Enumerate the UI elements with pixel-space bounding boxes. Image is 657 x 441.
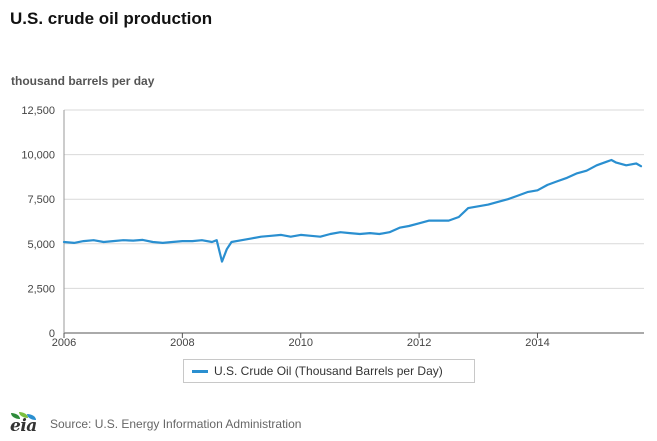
data-point[interactable]	[269, 233, 274, 238]
eia-logo: eia	[8, 412, 42, 436]
data-point[interactable]	[121, 238, 126, 243]
data-point[interactable]	[338, 230, 343, 235]
data-point[interactable]	[150, 240, 155, 245]
y-tick-label: 10,000	[21, 150, 55, 162]
y-tick-label: 0	[49, 328, 55, 340]
data-point[interactable]	[505, 197, 510, 202]
y-axis-label: thousand barrels per day	[11, 74, 155, 88]
data-point[interactable]	[456, 215, 461, 220]
data-point[interactable]	[407, 223, 412, 228]
y-tick-labels: 0 2,500 5,000 7,500 10,000 12,500	[21, 105, 55, 340]
data-point[interactable]	[209, 240, 214, 245]
logo-leaf-icon	[19, 412, 28, 418]
data-point[interactable]	[515, 193, 520, 198]
data-point[interactable]	[111, 239, 116, 244]
data-point[interactable]	[131, 238, 136, 243]
data-point[interactable]	[140, 237, 145, 242]
data-point[interactable]	[180, 239, 185, 244]
data-point[interactable]	[101, 240, 106, 245]
data-point[interactable]	[220, 259, 225, 264]
data-point[interactable]	[199, 238, 204, 243]
x-tick-labels: 2006 2008 2010 2012 2014	[52, 337, 550, 349]
data-point[interactable]	[229, 240, 234, 245]
data-point[interactable]	[367, 231, 372, 236]
x-tick-label: 2012	[407, 337, 431, 349]
data-point[interactable]	[476, 204, 481, 209]
data-point[interactable]	[535, 188, 540, 193]
chart-title: U.S. crude oil production	[10, 9, 213, 28]
data-point[interactable]	[604, 159, 609, 164]
x-tick-label: 2010	[288, 337, 312, 349]
data-point[interactable]	[259, 234, 264, 239]
x-tick-label: 2014	[525, 337, 549, 349]
data-point[interactable]	[239, 238, 244, 243]
data-point[interactable]	[288, 234, 293, 239]
data-point[interactable]	[397, 225, 402, 230]
data-point[interactable]	[466, 206, 471, 211]
legend-swatch	[192, 369, 208, 373]
data-point[interactable]	[318, 234, 323, 239]
data-point[interactable]	[436, 218, 441, 223]
data-point[interactable]	[639, 164, 644, 169]
data-point[interactable]	[584, 168, 589, 173]
data-point[interactable]	[628, 162, 633, 167]
data-point[interactable]	[555, 179, 560, 184]
data-point[interactable]	[377, 231, 382, 236]
data-point[interactable]	[249, 236, 254, 241]
data-point[interactable]	[72, 240, 77, 245]
logo-leaf-icon	[11, 413, 20, 419]
gridlines	[64, 109, 644, 289]
data-point[interactable]	[545, 182, 550, 187]
axes	[63, 110, 644, 338]
logo-leaf-icon	[27, 414, 36, 420]
data-point[interactable]	[486, 202, 491, 207]
data-point[interactable]	[575, 171, 580, 176]
data-point[interactable]	[62, 240, 67, 245]
x-tick-label: 2008	[170, 337, 194, 349]
data-point[interactable]	[417, 221, 422, 226]
data-point[interactable]	[308, 233, 313, 238]
data-point[interactable]	[81, 239, 86, 244]
footer: eia Source: U.S. Energy Information Admi…	[8, 412, 301, 436]
data-point[interactable]	[279, 232, 284, 237]
data-point[interactable]	[347, 231, 352, 236]
y-tick-label: 5,000	[27, 239, 55, 251]
data-point[interactable]	[91, 238, 96, 243]
data-point[interactable]	[446, 218, 451, 223]
data-point[interactable]	[298, 232, 303, 237]
data-point[interactable]	[594, 163, 599, 168]
x-tick-label: 2006	[52, 337, 76, 349]
y-tick-label: 7,500	[27, 194, 55, 206]
series-layer	[62, 157, 644, 264]
legend-label: U.S. Crude Oil (Thousand Barrels per Day…	[214, 364, 443, 378]
chart-legend[interactable]: U.S. Crude Oil (Thousand Barrels per Day…	[183, 359, 475, 383]
source-note: Source: U.S. Energy Information Administ…	[50, 417, 302, 431]
data-point[interactable]	[214, 238, 219, 243]
logo-text: eia	[10, 416, 37, 436]
data-point[interactable]	[614, 160, 619, 165]
data-point[interactable]	[427, 218, 432, 223]
data-point[interactable]	[160, 240, 165, 245]
data-point[interactable]	[565, 175, 570, 180]
y-tick-label: 12,500	[21, 105, 55, 117]
data-point[interactable]	[170, 240, 175, 245]
data-point[interactable]	[634, 161, 639, 166]
data-point[interactable]	[495, 199, 500, 204]
data-point[interactable]	[609, 157, 614, 162]
data-point[interactable]	[387, 230, 392, 235]
data-point[interactable]	[224, 247, 229, 252]
data-point[interactable]	[525, 190, 530, 195]
y-tick-label: 2,500	[27, 283, 55, 295]
series-line-crude-oil	[62, 158, 643, 263]
data-point[interactable]	[190, 239, 195, 244]
data-point[interactable]	[357, 231, 362, 236]
data-point[interactable]	[328, 231, 333, 236]
data-point[interactable]	[624, 163, 629, 168]
